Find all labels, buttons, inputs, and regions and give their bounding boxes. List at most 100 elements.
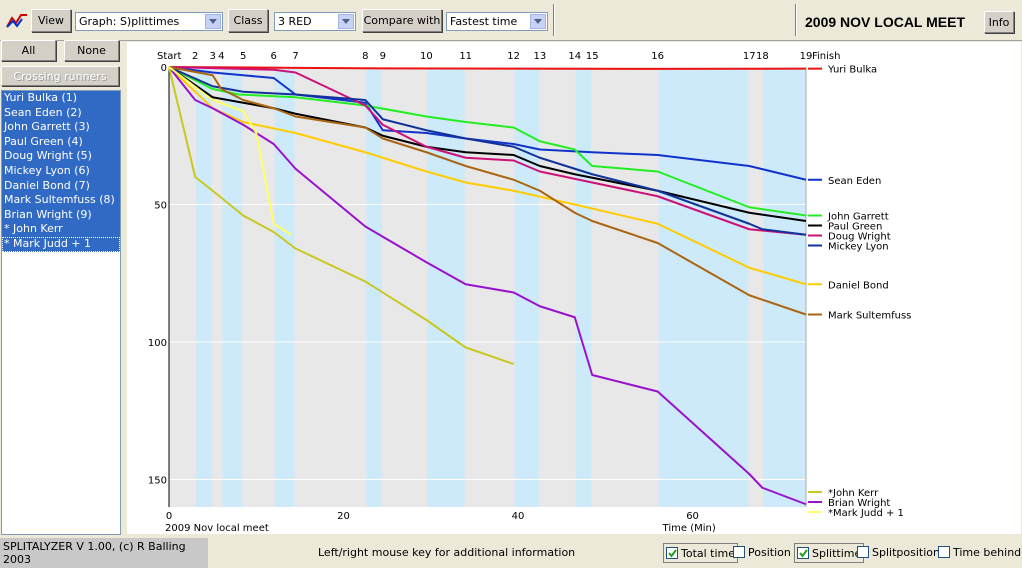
runner-list-item[interactable]: Sean Eden (2) (2, 105, 120, 121)
legend-label: *Mark Judd + 1 (828, 508, 904, 519)
runner-list-item[interactable]: Brian Wright (9) (2, 207, 120, 223)
legend-label: Doug Wright (828, 232, 891, 243)
check-icon (667, 548, 677, 558)
checkbox-box[interactable] (733, 546, 745, 558)
x-tick-label: 60 (686, 511, 699, 522)
control-label: Finish (812, 51, 840, 62)
control-band (763, 67, 805, 507)
splitalyzer-logo-icon (6, 14, 27, 28)
status-bar: SPLITALYZER V 1.00, (c) R Balling 2003 L… (0, 538, 1022, 568)
control-band (170, 67, 195, 507)
chevron-down-icon[interactable] (338, 14, 354, 29)
control-label: 19 (800, 51, 813, 62)
y-tick-label: 100 (148, 338, 167, 349)
control-band (213, 67, 221, 507)
control-label: 9 (380, 51, 386, 62)
control-band (575, 67, 592, 507)
compare-with-button[interactable]: Compare with (362, 9, 442, 32)
runner-list[interactable]: Yuri Bulka (1) Sean Eden (2) John Garrett … (1, 90, 121, 535)
control-label: 6 (271, 51, 277, 62)
runner-list-item[interactable]: John Garrett (3) (2, 120, 120, 135)
y-tick-label: 150 (148, 476, 167, 487)
splittime-label: Splittime (812, 546, 862, 560)
position-label: Position (748, 545, 791, 559)
control-label: 13 (533, 51, 546, 62)
control-band (427, 67, 465, 507)
split-chart-svg[interactable]: 0 50 100 150 0 20 40 60 Start 2 3 4 5 6 7 8 9 10 11 12 13 14 1… (127, 42, 1021, 534)
split-chart[interactable]: 0 50 100 150 0 20 40 60 Start 2 3 4 5 6 7 8 9 10 11 12 13 14 1… (127, 42, 1021, 534)
version-label: SPLITALYZER V 1.00, (c) R Balling 2003 (0, 538, 208, 568)
meet-title: 2009 NOV LOCAL MEET (805, 14, 966, 30)
series-line (168, 66, 807, 506)
control-band (514, 67, 539, 507)
splitposition-checkbox[interactable]: Splitposition (857, 543, 940, 561)
runner-list-item[interactable]: Mickey Lyon (6) (2, 163, 120, 179)
position-checkbox[interactable]: Position (733, 543, 791, 561)
runner-list-item[interactable]: Paul Green (4) (2, 134, 120, 150)
runner-list-item[interactable]: Daniel Bond (7) (2, 178, 120, 194)
control-band (296, 67, 365, 507)
checkbox-box[interactable] (857, 546, 869, 558)
series-line (168, 66, 515, 365)
compare-select-value: Fastest time (450, 15, 518, 28)
splittime-checkbox[interactable]: Splittime (794, 543, 865, 563)
control-label: 3 (209, 51, 215, 62)
series-line (168, 66, 807, 236)
runner-list-item[interactable]: Doug Wright (5) (2, 149, 120, 164)
crossing-runners-button[interactable]: Crossing runners (1, 66, 119, 86)
select-none-button[interactable]: None (64, 40, 119, 61)
legend-label: Paul Green (828, 222, 882, 233)
time-behind-label: Time behind (953, 545, 1022, 559)
chevron-down-icon[interactable] (530, 14, 546, 29)
legend-label: Daniel Bond (828, 280, 889, 291)
chevron-down-icon[interactable] (205, 14, 221, 29)
checkbox-box[interactable] (797, 547, 809, 559)
control-band (196, 67, 212, 507)
legend-label: Sean Eden (828, 176, 881, 187)
runner-list-item[interactable]: * Mark Judd + 1 (2, 236, 120, 252)
legend-label: Brian Wright (828, 498, 890, 509)
info-button[interactable]: Info (984, 11, 1014, 33)
control-label: Start (157, 51, 182, 62)
legend-label: Mickey Lyon (828, 242, 889, 253)
series-line (168, 66, 807, 70)
control-band (540, 67, 574, 507)
control-band (593, 67, 657, 507)
hint-label: Left/right mouse key for additional info… (318, 546, 576, 559)
control-label: 17 (743, 51, 756, 62)
control-label: 4 (218, 51, 224, 62)
runner-list-item[interactable]: Yuri Bulka (1) (2, 91, 120, 106)
control-label: 10 (420, 51, 433, 62)
x-tick-label: 20 (337, 511, 350, 522)
runner-list-item[interactable]: * John Kerr (2, 222, 120, 237)
graph-select-value: Graph: S)plittimes (79, 15, 180, 28)
runner-panel: All None Crossing runners Yuri Bulka (1)… (0, 40, 125, 535)
toolbar-separator (553, 4, 555, 36)
legend-label: *John Kerr (828, 488, 879, 499)
control-label: 16 (651, 51, 664, 62)
legend-label: Mark Sultemfuss (828, 311, 911, 322)
check-icon (798, 548, 808, 558)
class-select-value: 3 RED (278, 15, 312, 28)
total-time-checkbox[interactable]: Total time (663, 543, 739, 563)
legend-label: Yuri Bulka (827, 65, 877, 76)
chart-title: 2009 Nov local meet (165, 523, 269, 534)
control-label: 7 (292, 51, 298, 62)
compare-select[interactable]: Fastest time (446, 12, 548, 31)
view-button[interactable]: View (31, 9, 71, 32)
control-label: 18 (756, 51, 769, 62)
toolbar: View Graph: S)plittimes Class 3 RED Comp… (0, 0, 1022, 41)
time-behind-checkbox[interactable]: Time behind (938, 543, 1021, 561)
checkbox-box[interactable] (938, 546, 950, 558)
runner-list-item[interactable]: Mark Sultemfuss (8) (2, 193, 120, 208)
series-line (168, 66, 807, 286)
checkbox-box[interactable] (666, 547, 678, 559)
y-tick-label: 0 (161, 63, 167, 74)
class-button[interactable]: Class (228, 9, 268, 32)
select-all-button[interactable]: All (1, 40, 56, 61)
x-tick-label: 40 (512, 511, 525, 522)
control-label: 5 (240, 51, 246, 62)
control-label: 8 (362, 51, 368, 62)
class-select[interactable]: 3 RED (274, 12, 356, 31)
graph-select[interactable]: Graph: S)plittimes (75, 12, 223, 31)
